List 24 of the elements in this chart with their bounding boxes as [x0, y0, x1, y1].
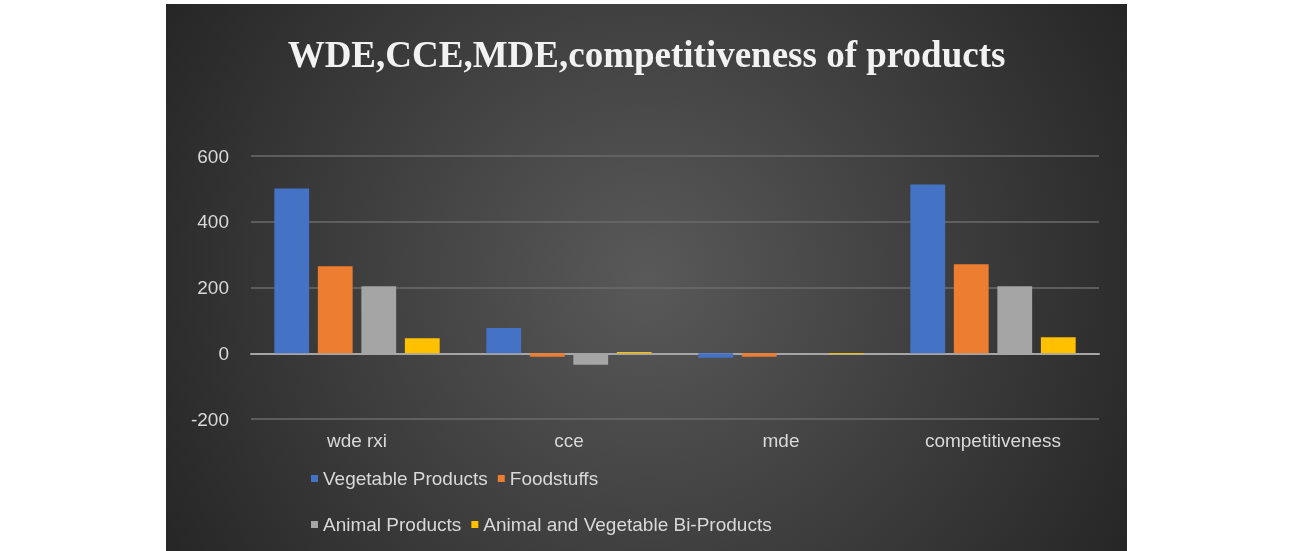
legend-label: Animal Products [323, 514, 462, 535]
bar [404, 338, 440, 354]
x-tick-label: wde rxi [325, 430, 388, 451]
y-tick-label: 200 [197, 277, 229, 298]
bar [741, 353, 777, 357]
legend-label: Vegetable Products [323, 468, 488, 489]
bar [953, 264, 989, 354]
legend-label: Foodstuffs [509, 468, 599, 489]
chart-title: WDE,CCE,MDE,competitiveness of products [287, 33, 1006, 75]
x-tick-label: cce [554, 430, 584, 451]
x-tick-label: mde [762, 430, 800, 451]
bar [529, 353, 565, 357]
bar [1040, 337, 1076, 354]
y-tick-label: 0 [218, 342, 229, 364]
bar [486, 327, 522, 354]
bar [910, 184, 946, 354]
bar [317, 266, 353, 354]
y-tick-label: 400 [197, 211, 229, 233]
y-tick-label: -200 [190, 408, 229, 430]
bar [698, 353, 734, 358]
y-tick-label: 600 [197, 145, 229, 167]
legend-label: Animal and Vegetable Bi-Products [483, 514, 772, 535]
x-tick-label: competitiveness [924, 430, 1062, 451]
bar [274, 188, 310, 354]
